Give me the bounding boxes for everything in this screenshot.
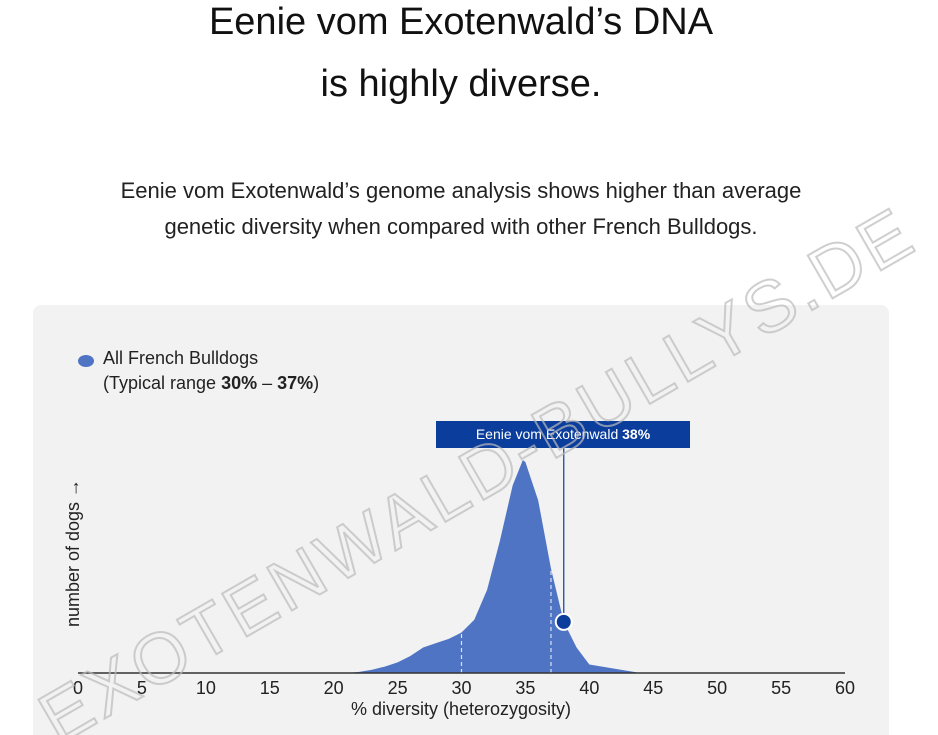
x-tick-label: 50: [707, 678, 727, 698]
x-tick-label: 35: [515, 678, 535, 698]
x-tick-label: 30: [451, 678, 471, 698]
marker-name: Eenie vom Exotenwald: [476, 426, 618, 442]
range-text: –: [257, 373, 277, 393]
marker-point: [554, 612, 573, 631]
x-tick-label: 25: [388, 678, 408, 698]
x-tick-label: 55: [771, 678, 791, 698]
legend-range: (Typical range 30% – 37%): [103, 373, 319, 393]
x-axis-label: % diversity (heterozygosity): [351, 699, 571, 719]
chart-panel: [33, 305, 889, 735]
chart-subtitle: Eenie vom Exotenwald’s genome analysis s…: [121, 178, 802, 203]
y-axis-label: number of dogs →: [63, 479, 83, 627]
range-value: 37%: [277, 373, 313, 393]
chart-title: is highly diverse.: [321, 63, 602, 105]
range-value: 30%: [221, 373, 257, 393]
x-tick-label: 10: [196, 678, 216, 698]
range-text: ): [313, 373, 319, 393]
marker-value: 38%: [622, 426, 651, 442]
marker-label: Eenie vom Exotenwald 38%: [476, 426, 651, 442]
marker-label-box: [436, 421, 690, 448]
density-area: [346, 460, 641, 673]
x-tick-label: 40: [579, 678, 599, 698]
chart-subtitle: genetic diversity when compared with oth…: [164, 214, 757, 239]
x-tick-label: 5: [137, 678, 147, 698]
x-tick-label: 15: [260, 678, 280, 698]
x-tick-label: 45: [643, 678, 663, 698]
range-text: (Typical range: [103, 373, 221, 393]
x-tick-label: 0: [73, 678, 83, 698]
legend-swatch: [78, 355, 94, 367]
x-tick-label: 60: [835, 678, 855, 698]
chart-title: Eenie vom Exotenwald’s DNA: [209, 1, 714, 43]
x-tick-label: 20: [324, 678, 344, 698]
legend-label: All French Bulldogs: [103, 348, 258, 368]
